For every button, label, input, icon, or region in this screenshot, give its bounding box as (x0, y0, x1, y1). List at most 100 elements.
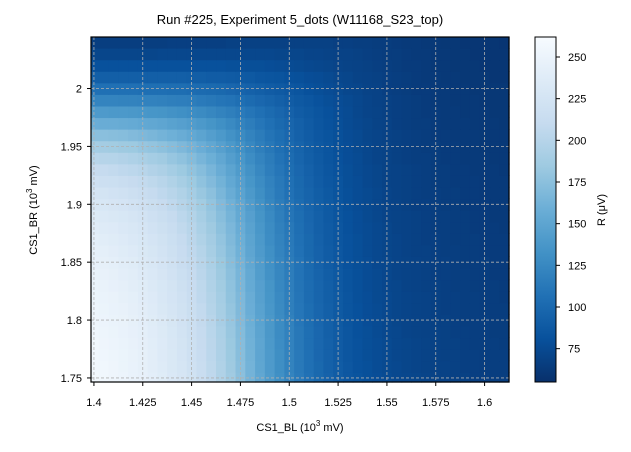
heatmap-cell (118, 37, 129, 49)
heatmap-cell (489, 210, 500, 223)
heatmap-cell (196, 59, 207, 72)
heatmap-cell (391, 244, 403, 257)
heatmap-cell (323, 163, 334, 176)
heatmap-cell (499, 163, 510, 176)
heatmap-cell (469, 302, 481, 315)
heatmap-cell (313, 117, 325, 130)
heatmap-cell (303, 140, 315, 153)
x-tick-label: 1.475 (227, 397, 255, 409)
heatmap-cell (167, 59, 178, 72)
heatmap-cell (206, 337, 217, 350)
heatmap-cell (352, 372, 364, 383)
heatmap-cell (245, 105, 256, 119)
heatmap-cell (469, 37, 481, 49)
heatmap-cell (128, 360, 139, 373)
heatmap-cell (294, 59, 305, 72)
heatmap-cell (216, 48, 227, 61)
heatmap-cell (98, 71, 110, 84)
heatmap-cell (401, 372, 412, 383)
heatmap-cell (333, 210, 344, 223)
heatmap-cell (255, 117, 266, 130)
heatmap-cell (450, 233, 461, 246)
y-axis: 1.75 1.8 1.85 1.9 1.95 2 (61, 84, 91, 385)
heatmap-cell (333, 349, 344, 362)
heatmap-cell (460, 221, 471, 234)
heatmap-cell (245, 349, 256, 362)
heatmap-cell (157, 325, 168, 339)
heatmap-cell (206, 105, 217, 119)
heatmap-cell (128, 279, 139, 292)
heatmap-cell (206, 244, 217, 257)
heatmap-cell (499, 291, 510, 304)
heatmap-cell (352, 163, 364, 176)
heatmap-cell (323, 94, 334, 107)
heatmap-cell (469, 186, 481, 200)
heatmap-cell (264, 82, 276, 95)
heatmap-cell (489, 337, 500, 350)
heatmap-cell (460, 337, 471, 350)
heatmap-cell (235, 279, 246, 292)
heatmap-cell (108, 221, 119, 234)
heatmap-cell (294, 198, 305, 211)
heatmap-cell (499, 325, 510, 339)
heatmap-cell (255, 233, 266, 246)
heatmap-cell (91, 105, 100, 119)
heatmap-cell (469, 198, 481, 211)
heatmap-cell (206, 175, 217, 188)
heatmap-cell (313, 244, 325, 257)
heatmap-cell (98, 105, 110, 119)
heatmap-cell (176, 349, 188, 362)
heatmap-cell (421, 163, 432, 176)
heatmap-cell (352, 221, 364, 234)
heatmap-cell (362, 94, 373, 107)
heatmap-cell (372, 291, 383, 304)
heatmap-cell (274, 175, 285, 188)
heatmap-cell (176, 291, 188, 304)
heatmap-cell (313, 210, 325, 223)
heatmap-cell (489, 140, 500, 153)
heatmap-cell (157, 71, 168, 84)
heatmap-cell (372, 59, 383, 72)
heatmap-cell (235, 349, 246, 362)
heatmap-cell (362, 117, 373, 130)
heatmap-cell (128, 186, 139, 200)
heatmap-cell (440, 94, 452, 107)
heatmap-cell (216, 291, 227, 304)
heatmap-cell (294, 48, 305, 61)
heatmap-cell (303, 244, 315, 257)
heatmap-cell (303, 291, 315, 304)
heatmap-cell (264, 37, 276, 49)
heatmap-cell (489, 48, 500, 61)
heatmap-cell (235, 210, 246, 223)
heatmap-cell (274, 325, 285, 339)
heatmap-cell (401, 233, 412, 246)
heatmap-cell (274, 302, 285, 315)
heatmap-cell (245, 117, 256, 130)
heatmap-cell (284, 325, 295, 339)
heatmap-cell (157, 163, 168, 176)
heatmap-cell (411, 152, 422, 165)
heatmap-cell (255, 244, 266, 257)
heatmap-cell (245, 244, 256, 257)
heatmap-cell (342, 37, 354, 49)
heatmap-cell (391, 302, 403, 315)
heatmap-cell (499, 175, 510, 188)
heatmap-cell (216, 279, 227, 292)
heatmap-cell (108, 372, 119, 383)
heatmap-cell (225, 372, 237, 383)
heatmap-cell (225, 105, 237, 119)
heatmap-cell (255, 267, 266, 281)
heatmap-cell (225, 349, 237, 362)
heatmap-cell (196, 221, 207, 234)
heatmap-cell (342, 71, 354, 84)
heatmap-cell (245, 48, 256, 61)
heatmap-cell (157, 186, 168, 200)
heatmap-cell (460, 267, 471, 281)
heatmap-cell (147, 186, 159, 200)
heatmap-cell (352, 48, 364, 61)
heatmap-cell (225, 175, 237, 188)
heatmap-cell (206, 59, 217, 72)
heatmap-cell (440, 349, 452, 362)
heatmap-cell (255, 221, 266, 234)
heatmap-cell (128, 349, 139, 362)
